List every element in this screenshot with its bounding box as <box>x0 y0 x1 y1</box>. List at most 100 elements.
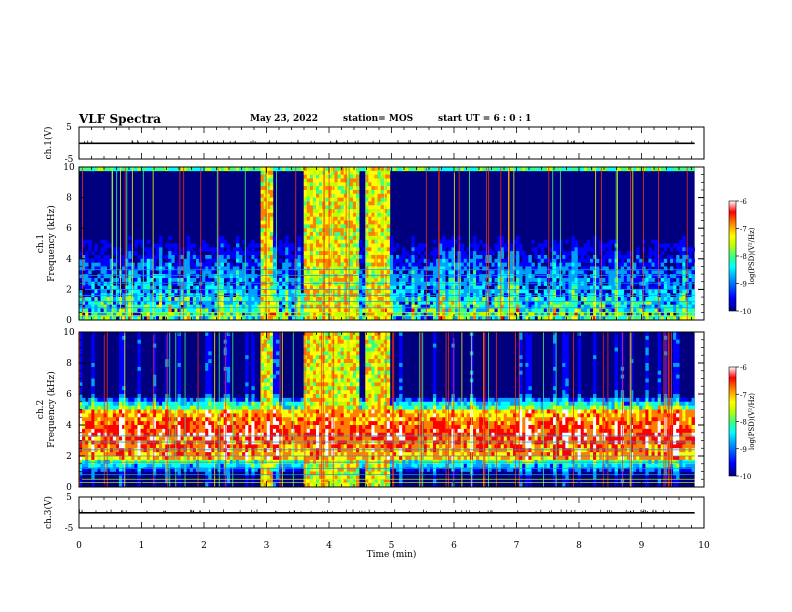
spectrogram-cell <box>676 304 680 309</box>
spectrogram-cell <box>223 274 228 279</box>
spectrogram-cell <box>534 297 538 302</box>
spectrogram-cell <box>340 224 345 229</box>
spectrogram-cell <box>334 174 338 179</box>
spectrogram-cell <box>316 289 320 294</box>
spectrogram-cell <box>676 254 680 260</box>
spectrogram-cell <box>306 216 311 221</box>
spectrogram-cell <box>405 308 409 313</box>
spectrogram-cell <box>337 247 341 252</box>
spectrogram-cell <box>340 189 345 195</box>
spectrogram-cell <box>79 421 83 426</box>
spectrogram-cell <box>620 262 625 267</box>
spectrogram-cell <box>479 274 483 279</box>
spectrogram-cell <box>85 413 89 418</box>
spectrogram-cell <box>651 297 655 302</box>
spectrogram-cell <box>303 201 308 206</box>
spectrogram-cell <box>242 304 246 309</box>
spectrogram-cell <box>417 277 421 283</box>
spectrogram-cell <box>288 277 292 283</box>
spectrogram-cell <box>556 316 560 321</box>
spectrogram-cell <box>666 312 671 317</box>
spectrogram-cell <box>168 304 172 309</box>
spectrogram-cell <box>94 401 98 406</box>
spectrogram-cell <box>297 266 301 271</box>
spectrogram-cell <box>396 304 400 309</box>
spectrogram-cell <box>112 436 117 441</box>
spectrogram-cell <box>91 366 95 372</box>
spectrogram-cell <box>306 274 311 279</box>
spectrogram-cell <box>316 312 320 317</box>
spectrogram-cell <box>134 243 138 248</box>
spectrogram-cell <box>623 262 628 267</box>
spectrogram-cell <box>605 254 609 260</box>
spectrogram-cell <box>223 289 228 294</box>
spectrogram-cell <box>682 274 686 279</box>
spectrogram-cell <box>343 170 348 175</box>
spectrogram-cell <box>152 274 157 279</box>
spectrogram-cell <box>186 270 191 275</box>
spectrogram-cell <box>316 209 320 214</box>
spectrogram-cell <box>392 312 397 317</box>
spectrogram-cell <box>112 425 117 430</box>
spectrogram-cell <box>312 258 317 263</box>
spectrogram-cell <box>109 448 114 453</box>
spectrogram-cell <box>359 289 363 294</box>
spectrogram-cell <box>494 289 498 294</box>
spectrogram-cell <box>549 312 554 317</box>
spectrogram-cell <box>396 167 400 172</box>
spectrogram-cell <box>79 297 83 302</box>
spectrogram-cell <box>580 254 585 260</box>
spectrogram-cell <box>266 205 271 210</box>
spectrogram-cell <box>368 277 372 283</box>
spectrogram-cell <box>112 397 117 403</box>
spectrogram-cell <box>479 239 483 244</box>
spectrogram-cell <box>229 274 234 279</box>
spectrogram-cell <box>235 308 240 313</box>
spectrogram-cell <box>349 281 354 286</box>
spectrogram-cell <box>503 277 508 283</box>
spectrogram-cell <box>556 289 560 294</box>
spectrogram-cell <box>82 258 86 263</box>
spectrogram-cell <box>365 243 369 248</box>
spectrogram-cell <box>420 312 425 317</box>
spectrogram-cell <box>115 405 120 410</box>
spectrogram-cell <box>334 182 338 187</box>
spectrogram-cell <box>106 243 111 248</box>
spectrogram-cell <box>331 212 335 218</box>
spectrogram-cell <box>276 277 280 283</box>
spectrogram-cell <box>91 467 95 472</box>
spectrogram-cell <box>112 405 117 410</box>
spectrogram-cell <box>349 232 354 237</box>
spectrogram-cell <box>94 421 98 426</box>
spectrogram-cell <box>432 316 437 321</box>
spectrogram-cell <box>337 205 341 210</box>
spectrogram-cell <box>436 281 440 286</box>
spectrogram-cell <box>432 289 437 294</box>
spectrogram-cell <box>583 297 588 302</box>
spectrogram-cell <box>349 243 354 248</box>
spectrogram-cell <box>408 258 412 263</box>
spectrogram-cell <box>405 289 409 294</box>
spectrogram-cell <box>349 174 354 179</box>
spectrogram-cell <box>223 300 228 305</box>
spectrogram-cell <box>106 300 111 305</box>
spectrogram-cell <box>571 239 575 244</box>
spectrogram-cell <box>269 274 274 279</box>
spectrogram-cell <box>454 285 458 290</box>
spectrogram-cell <box>371 247 375 252</box>
spectrogram-cell <box>589 262 594 267</box>
spectrogram-cell <box>288 304 292 309</box>
spectrogram-cell <box>352 205 357 210</box>
spectrogram-cell <box>174 266 178 271</box>
spectrogram-cell <box>676 297 680 302</box>
spectrogram-cell <box>605 312 609 317</box>
spectrogram-cell <box>442 312 446 317</box>
spectrogram-cell <box>97 440 101 445</box>
spectrogram-cell <box>260 247 264 252</box>
spectrogram-cell <box>377 212 381 218</box>
spectrogram-cell <box>473 239 477 244</box>
spectrogram-cell <box>183 285 188 290</box>
spectrogram-cell <box>334 251 338 256</box>
spectrogram-cell <box>328 266 332 271</box>
spectrogram-cell <box>485 270 489 275</box>
